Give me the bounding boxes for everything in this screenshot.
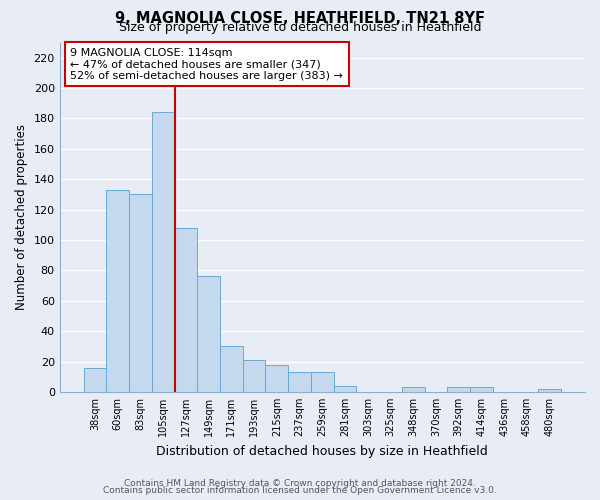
Text: 9 MAGNOLIA CLOSE: 114sqm
← 47% of detached houses are smaller (347)
52% of semi-: 9 MAGNOLIA CLOSE: 114sqm ← 47% of detach…: [70, 48, 343, 81]
Y-axis label: Number of detached properties: Number of detached properties: [15, 124, 28, 310]
Bar: [470, 388, 493, 392]
Bar: [106, 190, 129, 392]
X-axis label: Distribution of detached houses by size in Heathfield: Distribution of detached houses by size …: [157, 444, 488, 458]
Text: 9, MAGNOLIA CLOSE, HEATHFIELD, TN21 8YF: 9, MAGNOLIA CLOSE, HEATHFIELD, TN21 8YF: [115, 11, 485, 26]
Bar: [175, 228, 197, 392]
Bar: [311, 372, 334, 392]
Text: Size of property relative to detached houses in Heathfield: Size of property relative to detached ho…: [119, 22, 481, 35]
Bar: [83, 368, 106, 392]
Text: Contains public sector information licensed under the Open Government Licence v3: Contains public sector information licen…: [103, 486, 497, 495]
Bar: [334, 386, 356, 392]
Text: Contains HM Land Registry data © Crown copyright and database right 2024.: Contains HM Land Registry data © Crown c…: [124, 478, 476, 488]
Bar: [129, 194, 152, 392]
Bar: [243, 360, 265, 392]
Bar: [288, 372, 311, 392]
Bar: [538, 389, 561, 392]
Bar: [220, 346, 243, 392]
Bar: [402, 388, 425, 392]
Bar: [152, 112, 175, 392]
Bar: [265, 364, 288, 392]
Bar: [197, 276, 220, 392]
Bar: [448, 388, 470, 392]
